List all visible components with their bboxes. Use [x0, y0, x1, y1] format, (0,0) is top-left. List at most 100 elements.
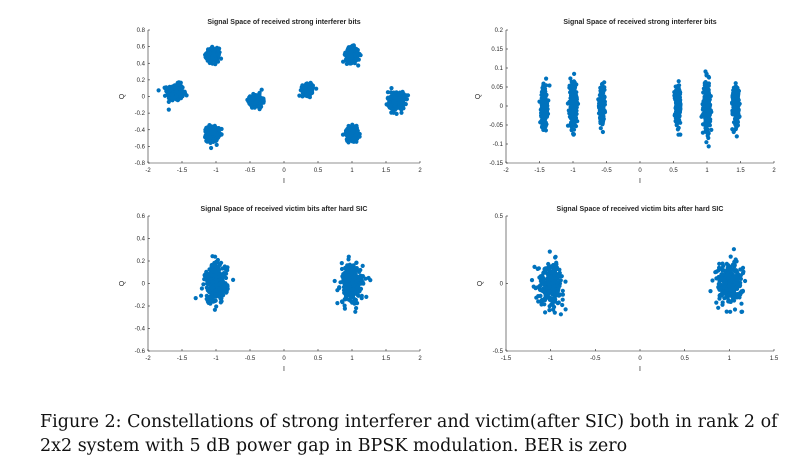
x-tick-label: 1.5	[770, 356, 779, 362]
data-point	[717, 293, 722, 298]
data-point	[724, 261, 729, 266]
data-point	[709, 127, 714, 132]
scatter-points	[537, 69, 742, 149]
data-point	[736, 108, 741, 113]
data-point	[717, 266, 722, 271]
x-tick-label: 1	[350, 356, 354, 362]
data-point	[297, 93, 302, 98]
data-point	[217, 272, 222, 277]
data-point	[231, 277, 236, 282]
data-point	[349, 54, 354, 59]
x-tick-label: 1	[728, 356, 732, 362]
data-point	[342, 271, 347, 276]
data-point	[730, 297, 736, 302]
data-point	[221, 287, 227, 292]
data-point	[211, 137, 216, 142]
data-point	[214, 283, 219, 288]
data-point	[350, 122, 355, 127]
data-point	[735, 119, 740, 124]
data-point	[345, 289, 350, 294]
data-point	[720, 289, 725, 295]
x-tick-label: 0	[282, 356, 286, 362]
data-point	[732, 264, 737, 269]
data-point	[180, 94, 185, 99]
data-point	[536, 266, 542, 271]
x-tick-label: 1	[350, 168, 354, 174]
data-point	[675, 103, 681, 108]
data-point	[569, 79, 574, 84]
data-point	[536, 299, 541, 304]
data-point	[223, 275, 229, 281]
data-point	[533, 286, 538, 291]
data-point	[201, 282, 206, 287]
data-point	[738, 267, 743, 272]
data-point	[598, 126, 603, 131]
data-point	[173, 86, 178, 91]
data-point	[726, 293, 731, 298]
data-point	[208, 140, 213, 145]
data-point	[353, 133, 358, 138]
data-point	[534, 295, 539, 300]
data-point	[732, 91, 737, 96]
data-point	[346, 254, 351, 259]
data-point	[728, 254, 733, 259]
chart-title: Signal Space of received strong interfer…	[563, 19, 716, 26]
y-tick-label: 0.5	[495, 214, 504, 220]
y-tick-label: -0.6	[135, 349, 146, 355]
data-point	[392, 99, 397, 105]
data-point	[349, 130, 355, 135]
data-point	[215, 257, 220, 263]
data-point	[335, 301, 340, 306]
data-point	[211, 51, 216, 56]
data-point	[347, 126, 352, 131]
data-point	[705, 130, 710, 135]
figure-caption: Figure 2: Constellations of strong inter…	[40, 412, 778, 456]
data-point	[700, 107, 706, 112]
data-point	[347, 276, 352, 281]
data-point	[601, 116, 606, 122]
x-tick-label: -1	[548, 356, 554, 362]
data-point	[307, 95, 312, 100]
data-point	[720, 276, 726, 281]
data-point	[552, 294, 558, 299]
data-point	[539, 299, 545, 304]
y-tick-label: 0.8	[137, 28, 146, 34]
data-point	[212, 131, 217, 136]
data-point	[387, 105, 393, 110]
data-point	[554, 260, 559, 265]
data-point	[674, 120, 680, 126]
data-point	[247, 100, 253, 105]
data-point	[332, 278, 337, 284]
data-point	[676, 111, 681, 116]
x-tick-label: -0.5	[601, 168, 612, 174]
data-point	[156, 88, 161, 93]
data-point	[542, 97, 547, 102]
data-point	[540, 273, 545, 278]
data-point	[342, 290, 347, 295]
data-point	[560, 288, 565, 293]
y-tick-label: 0.4	[137, 61, 146, 67]
data-point	[676, 79, 681, 84]
data-point	[204, 269, 209, 274]
data-point	[180, 85, 185, 90]
x-tick-label: 2	[418, 168, 422, 174]
data-point	[205, 274, 210, 279]
chart-title: Signal Space of received strong interfer…	[207, 19, 360, 26]
y-tick-label: 0.6	[137, 214, 146, 220]
data-point	[732, 287, 737, 292]
data-point	[207, 136, 212, 141]
y-tick-label: 0	[500, 282, 504, 288]
data-point	[706, 83, 711, 88]
data-point	[734, 282, 740, 287]
data-point	[677, 117, 682, 123]
data-point	[573, 97, 578, 102]
data-point	[542, 288, 547, 293]
x-axis-label: I	[639, 366, 641, 373]
y-tick-label: 0.15	[491, 47, 503, 53]
data-point	[220, 266, 225, 271]
data-point	[544, 76, 549, 81]
data-point	[351, 298, 357, 304]
data-point	[541, 103, 547, 108]
data-point	[308, 80, 313, 85]
